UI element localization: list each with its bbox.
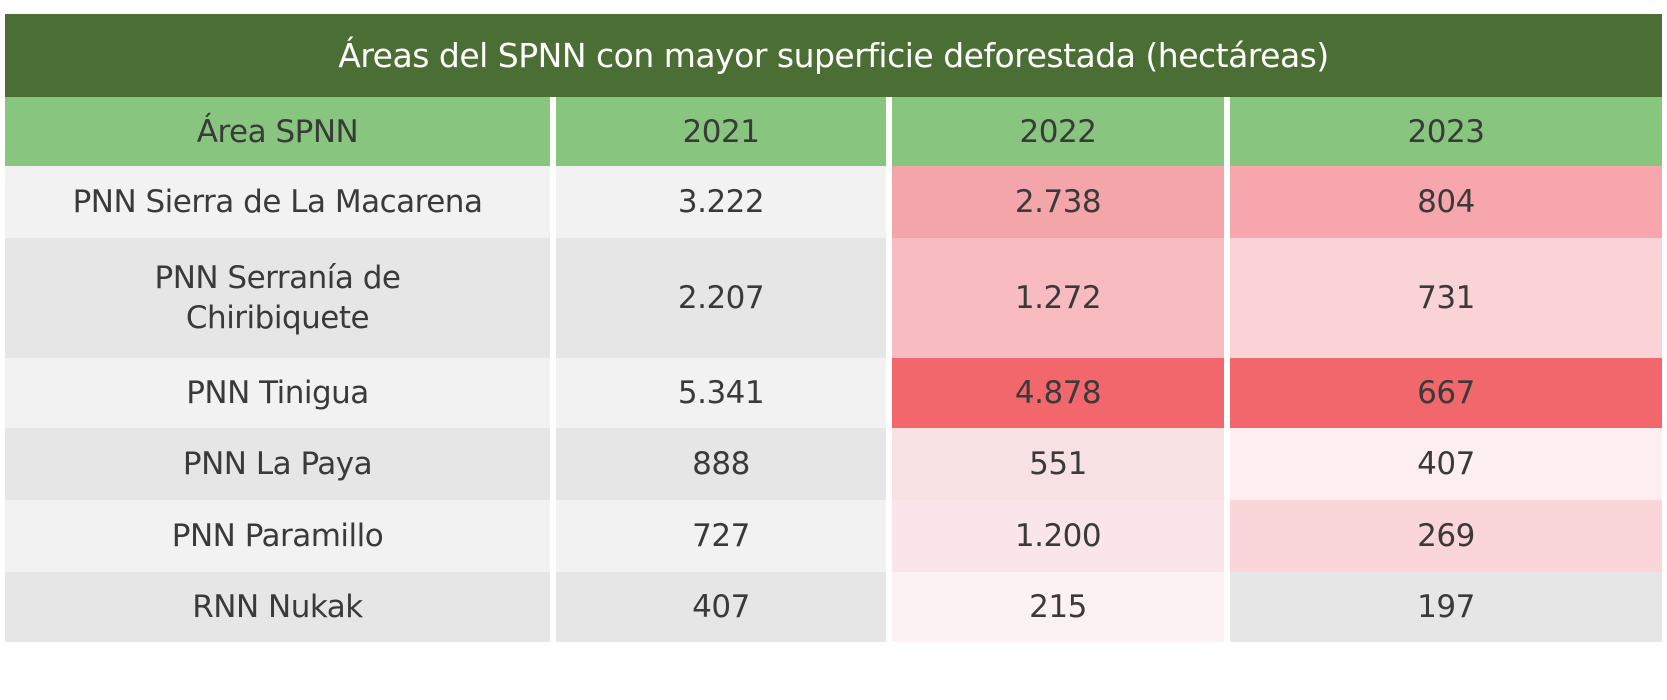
- cell-2021: 2.207: [556, 238, 886, 358]
- row-area-label: PNN Sierra de La Macarena: [5, 166, 550, 238]
- cell-2022: 1.200: [892, 500, 1224, 572]
- cell-2021: 727: [556, 500, 886, 572]
- cell-2021: 888: [556, 428, 886, 500]
- cell-2022: 1.272: [892, 238, 1224, 358]
- table-grid: Área SPNN 2021 2022 2023 PNN Sierra de L…: [5, 97, 1662, 642]
- cell-2023: 269: [1230, 500, 1662, 572]
- cell-2021: 407: [556, 572, 886, 642]
- cell-2023: 197: [1230, 572, 1662, 642]
- column-header-area: Área SPNN: [5, 97, 550, 166]
- table-title: Áreas del SPNN con mayor superficie defo…: [5, 14, 1662, 97]
- row-area-label: PNN La Paya: [5, 428, 550, 500]
- cell-2022: 215: [892, 572, 1224, 642]
- cell-2022: 551: [892, 428, 1224, 500]
- cell-2023: 407: [1230, 428, 1662, 500]
- column-header-2022: 2022: [892, 97, 1224, 166]
- cell-2022: 4.878: [892, 358, 1224, 428]
- cell-2023: 731: [1230, 238, 1662, 358]
- cell-2022: 2.738: [892, 166, 1224, 238]
- cell-2023: 804: [1230, 166, 1662, 238]
- row-area-label: PNN Tinigua: [5, 358, 550, 428]
- cell-2021: 5.341: [556, 358, 886, 428]
- column-header-2021: 2021: [556, 97, 886, 166]
- row-area-label: PNN Serranía de Chiribiquete: [5, 238, 550, 358]
- row-area-label: RNN Nukak: [5, 572, 550, 642]
- cell-2023: 667: [1230, 358, 1662, 428]
- row-area-label: PNN Paramillo: [5, 500, 550, 572]
- cell-2021: 3.222: [556, 166, 886, 238]
- deforestation-table: Áreas del SPNN con mayor superficie defo…: [5, 14, 1662, 642]
- column-header-2023: 2023: [1230, 97, 1662, 166]
